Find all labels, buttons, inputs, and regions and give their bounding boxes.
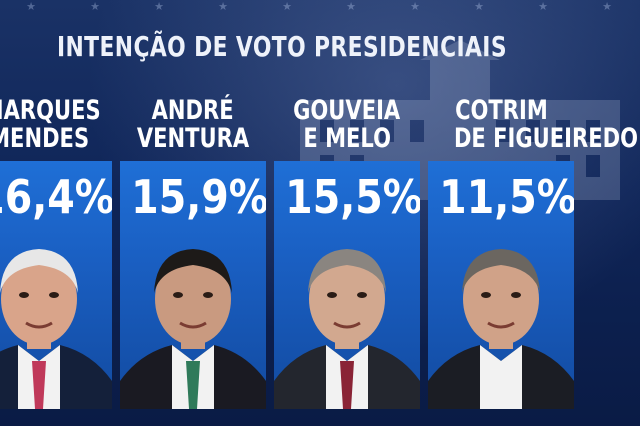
data-label: 15,9% [120, 170, 266, 224]
data-label-text: 16,4% [0, 170, 112, 224]
data-label-text: 15,5% [285, 170, 420, 224]
candidate-column: ANDRÉ VENTURA 15,9% [120, 0, 266, 426]
candidate-bar: 15,5% [274, 161, 420, 409]
data-label-text: 11,5% [439, 170, 574, 224]
candidate-name-line1: COTRIM [454, 95, 548, 126]
data-label: 11,5% [428, 170, 574, 224]
candidate-column: MARQUESMENDES 16,4% [0, 0, 112, 426]
data-label: 16,4% [0, 170, 112, 224]
candidate-column: GOUVEIA E MELO 15,5% [274, 0, 420, 426]
candidate-name-line2: E MELO [303, 123, 391, 154]
candidate-name-line2: MENDES [0, 123, 90, 154]
candidate-name-line2: VENTURA [136, 123, 250, 154]
candidate-column: COTRIM DE FIGUEIREDO 11,5% [428, 0, 638, 426]
candidate-bar: 11,5% [428, 161, 574, 409]
chart-title: INTENÇÃO DE VOTO PRESIDENCIAIS [57, 30, 507, 63]
candidate-name: COTRIM DE FIGUEIREDO [428, 95, 638, 153]
candidate-name-line1: GOUVEIA [293, 95, 401, 126]
data-label: 15,5% [274, 170, 420, 224]
candidate-name: MARQUESMENDES [0, 97, 112, 153]
candidate-photo-icon [274, 249, 420, 409]
candidate-name-line1: ANDRÉ [151, 95, 234, 126]
candidate-photo-icon [0, 249, 112, 409]
background-stars: ★ ★ ★ ★ ★ ★ ★ ★ ★ ★ [26, 0, 614, 13]
candidate-name: ANDRÉ VENTURA [120, 97, 266, 153]
data-label-text: 15,9% [131, 170, 266, 224]
candidate-name: GOUVEIA E MELO [274, 97, 420, 153]
candidate-name-line1: MARQUES [0, 95, 101, 126]
candidate-photo-icon [428, 249, 574, 409]
candidate-bar: 16,4% [0, 161, 112, 409]
candidate-bar: 15,9% [120, 161, 266, 409]
candidate-photo-icon [120, 249, 266, 409]
candidate-name-line2: DE FIGUEIREDO [453, 123, 638, 154]
